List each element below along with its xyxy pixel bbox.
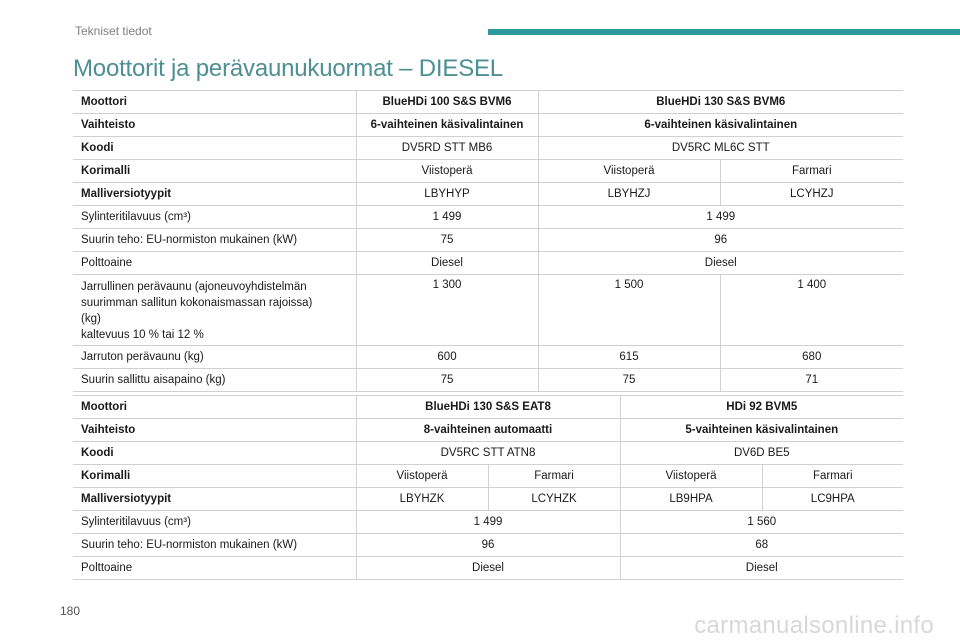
table-row: Sylinteritilavuus (cm³) 1 499 1 560 [73, 510, 903, 534]
table-cell: 96 [537, 228, 904, 252]
row-label: Korimalli [73, 464, 356, 488]
row-label: Koodi [73, 136, 356, 160]
table-cell: 1 300 [355, 274, 538, 346]
table-cell: Viistoperä [355, 159, 538, 183]
table-cell: Diesel [619, 556, 903, 580]
table-cell: LCYHZK [487, 487, 620, 511]
table-cell: LBYHZK [355, 487, 488, 511]
table-cell: 6-vaihteinen käsivalintainen [537, 113, 904, 137]
table-row: Polttoaine Diesel Diesel [73, 556, 903, 580]
table-cell: Farmari [487, 464, 620, 488]
table-cell: 75 [355, 368, 538, 392]
table-row: Polttoaine Diesel Diesel [73, 251, 904, 275]
table-row: Jarrullinen perävaunu (ajoneuvoyhdistelm… [73, 274, 904, 346]
row-label: Vaihteisto [73, 113, 356, 137]
table-cell: DV6D BE5 [619, 441, 903, 465]
table-cell: 1 560 [619, 510, 903, 534]
row-label: Polttoaine [73, 556, 356, 580]
table-cell: 1 499 [355, 510, 620, 534]
row-label: Polttoaine [73, 251, 356, 275]
table-row: Koodi DV5RD STT MB6 DV5RC ML6C STT [73, 136, 904, 160]
table-cell: LCYHZJ [719, 182, 904, 206]
row-label: Malliversiotyypit [73, 182, 356, 206]
row-label: Korimalli [73, 159, 356, 183]
table-cell: 71 [719, 368, 904, 392]
table-cell: Farmari [719, 159, 904, 183]
row-label: Suurin teho: EU-normiston mukainen (kW) [73, 228, 356, 252]
table-cell: Farmari [761, 464, 903, 488]
row-label-line: suurimman sallitun kokonaismassan rajois… [81, 297, 313, 309]
table-row: Vaihteisto 6-vaihteinen käsivalintainen … [73, 113, 904, 137]
spec-table-2: Moottori BlueHDi 130 S&S EAT8 HDi 92 BVM… [73, 395, 903, 580]
row-label-line: (kg) [81, 313, 101, 325]
table-cell: LC9HPA [761, 487, 903, 511]
row-label-line: kaltevuus 10 % tai 12 % [81, 329, 204, 341]
table-cell: 1 499 [537, 205, 904, 229]
table-cell: 96 [355, 533, 620, 557]
table-cell: 680 [719, 345, 904, 369]
table-cell: Viistoperä [619, 464, 762, 488]
page-number: 180 [60, 604, 81, 618]
table-row: Malliversiotyypit LBYHYP LBYHZJ LCYHZJ [73, 182, 904, 206]
row-label: Jarrullinen perävaunu (ajoneuvoyhdistelm… [73, 274, 356, 346]
row-label: Vaihteisto [73, 418, 356, 442]
table-row: Moottori BlueHDi 130 S&S EAT8 HDi 92 BVM… [73, 395, 903, 419]
table-row: Suurin sallittu aisapaino (kg) 75 75 71 [73, 368, 904, 392]
row-label: Koodi [73, 441, 356, 465]
row-label: Suurin sallittu aisapaino (kg) [73, 368, 356, 392]
table-cell: 1 500 [537, 274, 720, 346]
table-cell: LBYHYP [355, 182, 538, 206]
spec-table-1: Moottori BlueHDi 100 S&S BVM6 BlueHDi 13… [73, 90, 904, 392]
row-label: Sylinteritilavuus (cm³) [73, 510, 356, 534]
table-row: Jarruton perävaunu (kg) 600 615 680 [73, 345, 904, 369]
row-label: Suurin teho: EU-normiston mukainen (kW) [73, 533, 356, 557]
table-cell: Diesel [355, 556, 620, 580]
table-row: Suurin teho: EU-normiston mukainen (kW) … [73, 533, 903, 557]
table-cell: HDi 92 BVM5 [619, 395, 903, 419]
table-cell: BlueHDi 100 S&S BVM6 [355, 90, 538, 114]
row-label: Jarruton perävaunu (kg) [73, 345, 356, 369]
table-cell: 5-vaihteinen käsivalintainen [619, 418, 903, 442]
table-cell: 75 [355, 228, 538, 252]
row-label: Malliversiotyypit [73, 487, 356, 511]
table-cell: 600 [355, 345, 538, 369]
table-row: Koodi DV5RC STT ATN8 DV6D BE5 [73, 441, 903, 465]
table-row: Vaihteisto 8-vaihteinen automaatti 5-vai… [73, 418, 903, 442]
table-cell: Diesel [355, 251, 538, 275]
table-row: Sylinteritilavuus (cm³) 1 499 1 499 [73, 205, 904, 229]
section-header: Tekniset tiedot [75, 24, 152, 38]
table-cell: DV5RC ML6C STT [537, 136, 904, 160]
table-cell: BlueHDi 130 S&S BVM6 [537, 90, 904, 114]
watermark: carmanualsonline.info [694, 612, 934, 639]
table-cell: DV5RD STT MB6 [355, 136, 538, 160]
row-label: Moottori [73, 90, 356, 114]
table-cell: 75 [537, 368, 720, 392]
header-accent-bar [488, 29, 960, 35]
row-label: Sylinteritilavuus (cm³) [73, 205, 356, 229]
table-row: Korimalli Viistoperä Farmari Viistoperä … [73, 464, 903, 488]
page-title: Moottorit ja perävaunukuormat – DIESEL [73, 55, 503, 82]
table-cell: Viistoperä [537, 159, 720, 183]
row-label: Moottori [73, 395, 356, 419]
table-row: Moottori BlueHDi 100 S&S BVM6 BlueHDi 13… [73, 90, 904, 114]
table-cell: 1 400 [719, 274, 904, 346]
table-cell: 1 499 [355, 205, 538, 229]
table-cell: DV5RC STT ATN8 [355, 441, 620, 465]
table-cell: BlueHDi 130 S&S EAT8 [355, 395, 620, 419]
table-cell: LB9HPA [619, 487, 762, 511]
table-cell: Diesel [537, 251, 904, 275]
table-row: Korimalli Viistoperä Viistoperä Farmari [73, 159, 904, 183]
table-row: Suurin teho: EU-normiston mukainen (kW) … [73, 228, 904, 252]
table-cell: 615 [537, 345, 720, 369]
table-cell: 8-vaihteinen automaatti [355, 418, 620, 442]
row-label-line: Jarrullinen perävaunu (ajoneuvoyhdistelm… [81, 281, 307, 293]
table-cell: Viistoperä [355, 464, 488, 488]
table-cell: 6-vaihteinen käsivalintainen [355, 113, 538, 137]
table-row: Malliversiotyypit LBYHZK LCYHZK LB9HPA L… [73, 487, 903, 511]
table-cell: LBYHZJ [537, 182, 720, 206]
table-cell: 68 [619, 533, 903, 557]
